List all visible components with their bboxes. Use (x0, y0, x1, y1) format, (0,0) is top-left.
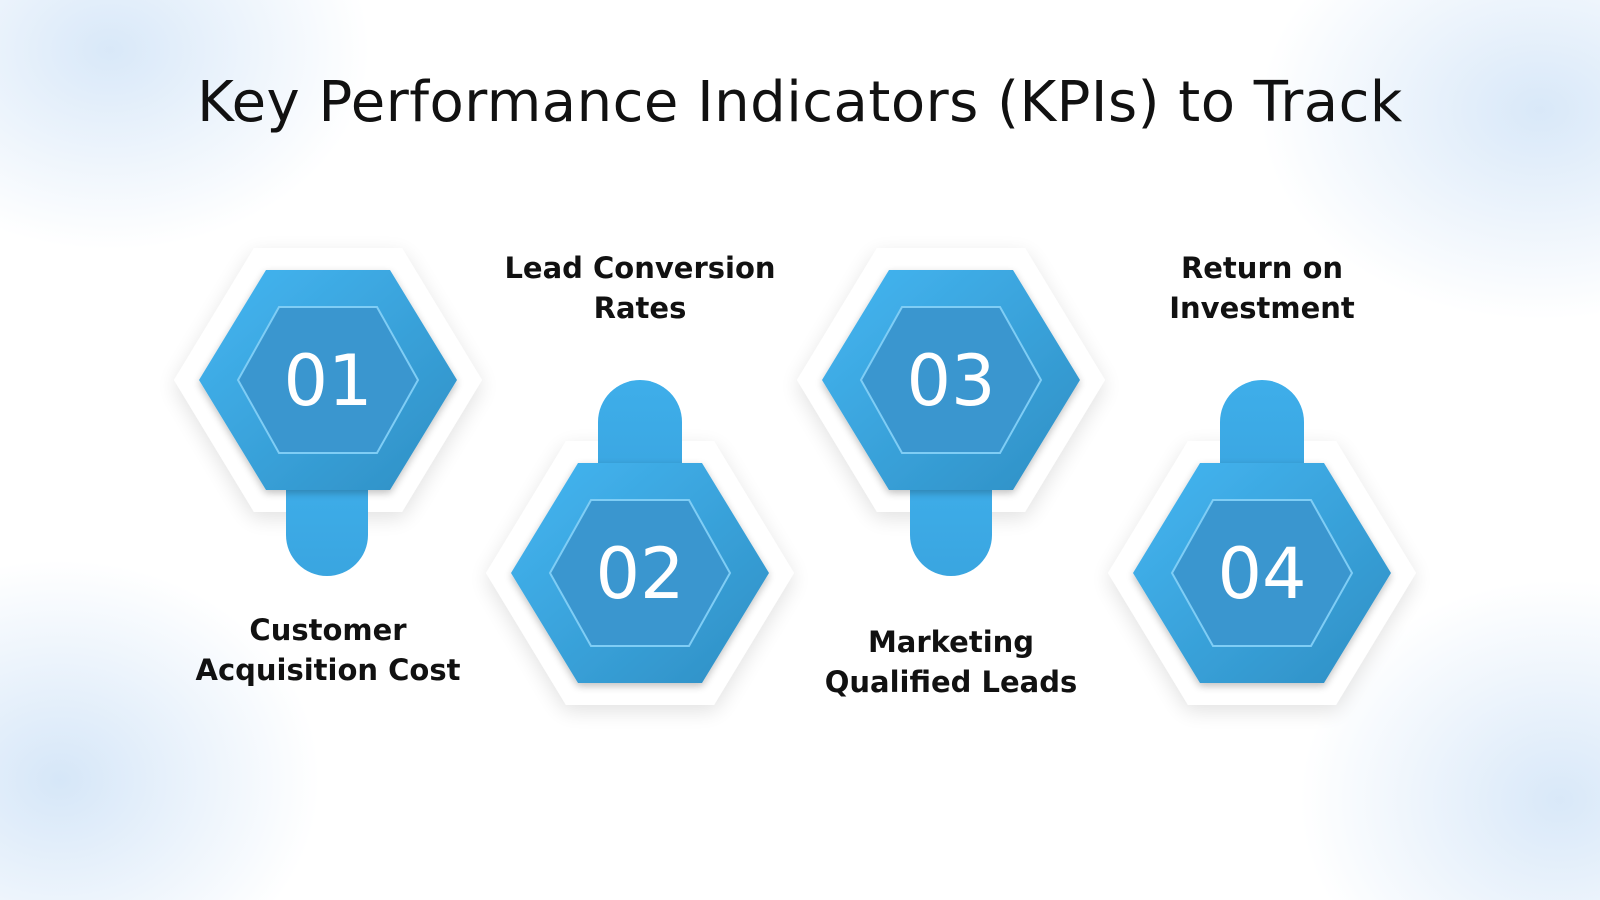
hex-stem (1220, 380, 1304, 490)
kpi-label-line: Acquisition Cost (195, 653, 461, 687)
hex-inner (859, 306, 1043, 454)
kpi-label-1: Customer Acquisition Cost (178, 610, 478, 690)
kpi-label-3: Marketing Qualified Leads (801, 622, 1101, 702)
hex-stem (910, 470, 992, 576)
step-number: 03 (906, 340, 995, 422)
hex-inner (548, 499, 732, 647)
kpi-label-line: Qualified Leads (824, 665, 1078, 699)
page-title: Key Performance Indicators (KPIs) to Tra… (197, 70, 1403, 135)
kpi-label-line: Lead Conversion (504, 251, 776, 285)
hex-inner (236, 306, 420, 454)
kpi-label-line: Marketing (867, 625, 1035, 659)
kpi-label-line: Rates (593, 291, 687, 325)
hex-stem (598, 380, 682, 490)
kpi-item-3: 03 (797, 248, 1105, 576)
kpi-item-1: 01 (174, 248, 482, 576)
step-number: 02 (595, 533, 684, 615)
kpi-label-2: Lead Conversion Rates (490, 248, 790, 328)
kpi-item-2: 02 (486, 380, 794, 705)
kpi-label-line: Customer (249, 613, 407, 647)
kpi-item-4: 04 (1108, 380, 1416, 705)
kpi-label-line: Return on (1180, 251, 1344, 285)
step-number: 01 (283, 340, 372, 422)
kpi-label-line: Investment (1169, 291, 1355, 325)
step-number: 04 (1217, 533, 1306, 615)
hex-inner (1170, 499, 1354, 647)
hex-stem (286, 470, 368, 576)
kpi-label-4: Return on Investment (1112, 248, 1412, 328)
